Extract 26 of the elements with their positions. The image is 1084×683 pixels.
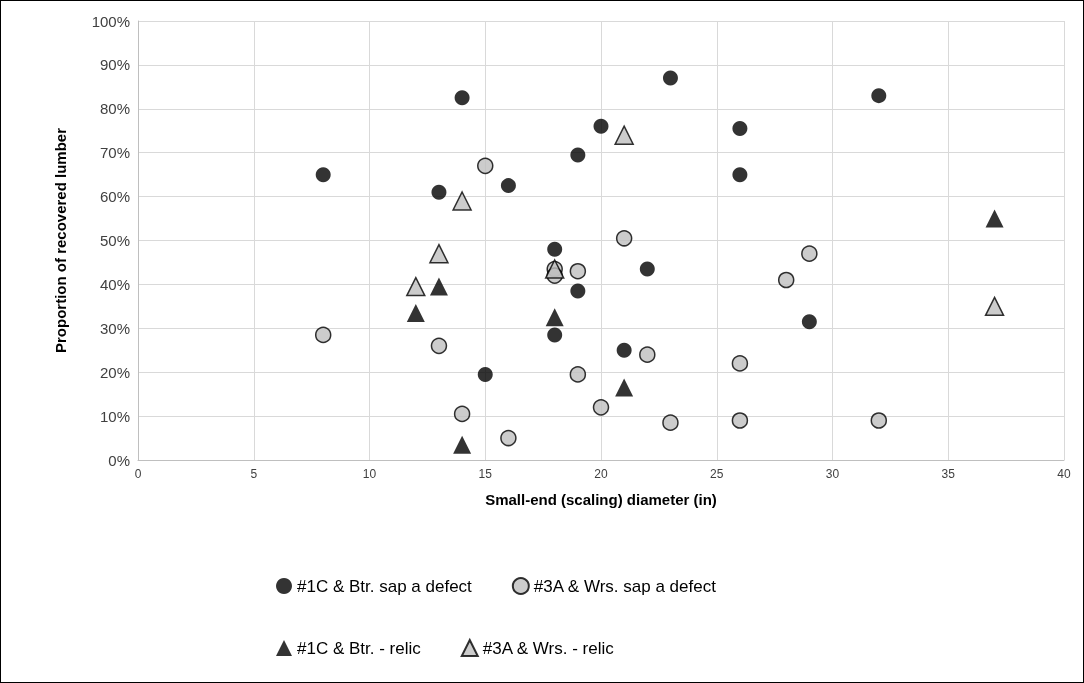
x-tick-label: 35 bbox=[941, 467, 956, 481]
x-tick-label: 25 bbox=[710, 467, 724, 481]
y-axis-title: Proportion of recovered lumber bbox=[52, 127, 69, 354]
y-tick-label: 40% bbox=[99, 275, 130, 293]
legend-label: #1C & Btr. - relic bbox=[297, 638, 422, 658]
x-axis-title: Small-end (scaling) diameter (in) bbox=[485, 491, 717, 508]
x-tick-label: 30 bbox=[825, 467, 840, 481]
y-tick-label: 50% bbox=[99, 232, 130, 249]
x-tick-label: 0 bbox=[134, 467, 142, 481]
y-tick-label: 70% bbox=[99, 144, 130, 162]
x-tick-label: 10 bbox=[362, 467, 377, 481]
y-tick-label: 80% bbox=[99, 100, 130, 118]
legend-label: #3A & Wrs. sap a defect bbox=[533, 576, 717, 596]
legend-label: #1C & Btr. sap a defect bbox=[297, 576, 473, 596]
y-tick-label: 20% bbox=[99, 363, 130, 381]
x-tick-label: 5 bbox=[250, 467, 258, 481]
x-tick-label: 15 bbox=[478, 467, 493, 481]
y-tick-label: 10% bbox=[99, 407, 130, 425]
y-tick-label: 0% bbox=[108, 451, 130, 469]
y-tick-label: 30% bbox=[99, 319, 130, 337]
y-tick-label: 60% bbox=[99, 188, 130, 206]
y-tick-label: 90% bbox=[99, 56, 130, 74]
x-tick-label: 20 bbox=[594, 467, 608, 481]
y-tick-label: 100% bbox=[91, 12, 130, 30]
x-tick-label: 40 bbox=[1057, 467, 1071, 481]
legend-label: #3A & Wrs. - relic bbox=[482, 638, 615, 658]
